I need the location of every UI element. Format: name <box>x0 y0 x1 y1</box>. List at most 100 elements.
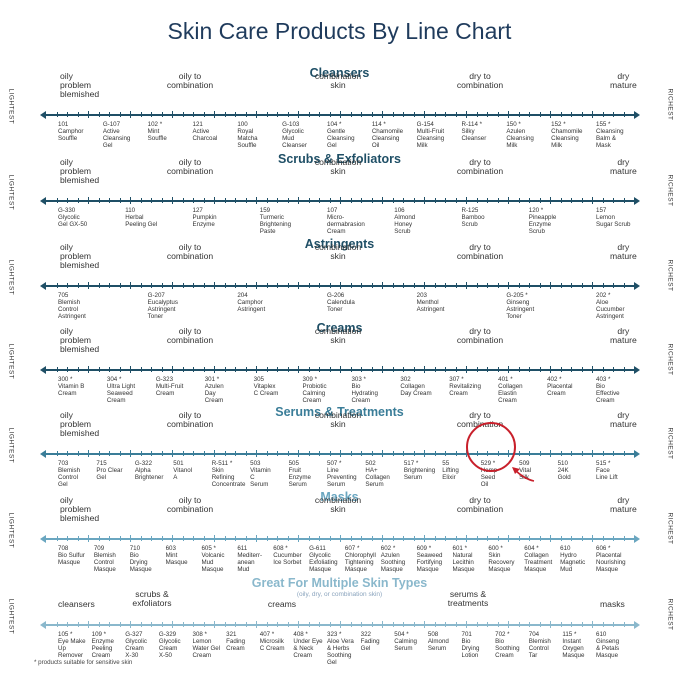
product-item: G-322 Alpha Brightener <box>134 460 164 481</box>
section-title: Creams <box>316 321 363 335</box>
skin-type-label: masks <box>600 599 625 609</box>
product-item: 403 * Bio Effective Cream <box>596 376 620 404</box>
product-item: 309 * Probiotic Calming Cream <box>302 376 327 404</box>
product-item: 115 * Instant Oxygen Masque <box>562 631 585 659</box>
section-creams: Creams oily problem blemished oily to comb… <box>0 321 679 405</box>
skin-type-label: oily problem blemished <box>60 157 100 185</box>
product-item: 608 * Cucumber Ice Sorbet <box>273 545 302 566</box>
skin-type-label: oily problem blemished <box>60 242 100 270</box>
skin-type-label: combination skin <box>314 71 362 90</box>
product-item: 609 * Seaweed Fortifying Masque <box>416 545 443 573</box>
skin-type-label: oily problem blemished <box>60 495 100 523</box>
product-item: 303 * Bio Hydrating Cream <box>351 376 378 404</box>
section-title: Cleansers <box>309 66 370 80</box>
product-item: G-611 Glycolic Exfoliating Masque <box>309 545 338 573</box>
axis-label-richest: RICHEST <box>666 427 674 460</box>
product-item: 305 Vitaplex C Cream <box>253 376 279 397</box>
product-item: 109 * Enzyme Peeling Cream <box>91 631 114 659</box>
skin-type-label: oily problem blemished <box>60 326 100 354</box>
section-subtitle: (oily, dry, or combination skin) <box>296 591 383 598</box>
axis-label-lightest: LIGHTEST <box>7 427 15 464</box>
product-item: G-206 Calendula Toner <box>327 292 355 313</box>
section-cleansers: Cleansers oily problem blemished oily to c… <box>0 66 679 150</box>
product-item: G-103 Glycolic Mud Cleanser <box>282 121 307 149</box>
skin-type-label: cleansers <box>58 599 95 609</box>
product-item: 604 * Collagen Treatment Masque <box>524 545 553 573</box>
product-item: 702 * Bio Soothing Cream <box>495 631 520 659</box>
product-item: R-125 Bamboo Scrub <box>461 207 485 228</box>
product-item: R-511 * Skin Refining Concentrate <box>211 460 246 488</box>
section-title: Scrubs & Exfoliators <box>278 152 401 166</box>
product-item: 709 Blemish Control Masque <box>93 545 116 573</box>
product-item: 401 * Collagen Elastin Cream <box>498 376 523 404</box>
product-item: 601 * Natural Lecithin Masque <box>452 545 475 573</box>
skin-type-label: dry mature <box>610 71 637 90</box>
section-scrubs-exfoliators: Scrubs & Exfoliators oily problem blemish… <box>0 152 679 236</box>
skin-type-label: combination skin <box>314 495 362 514</box>
product-item: 407 * Microsilk C Cream <box>259 631 285 652</box>
product-item: 610 Hydro Magnetic Mud <box>560 545 586 573</box>
page-title: Skin Care Products By Line Chart <box>167 18 512 44</box>
section-title: Astringents <box>304 237 375 251</box>
product-item: 610 Ginseng & Petals Masque <box>596 631 620 659</box>
axis-label-richest: RICHEST <box>666 598 674 631</box>
section-great-for-multiple-skin-types: Great For Multiple Skin Types (oily, dry,… <box>0 576 679 666</box>
skin-type-label: dry to combination <box>456 242 504 261</box>
scale-ticks <box>46 111 634 119</box>
skin-type-label: dry to combination <box>456 495 504 514</box>
product-item: 705 Blemish Control Astringent <box>58 292 86 320</box>
product-item: 611 Mediterr- anean Mud <box>237 545 263 573</box>
skin-type-label: scrubs & exfoliators <box>132 589 172 608</box>
section-title: Serums & Treatments <box>275 405 404 419</box>
axis-label-lightest: LIGHTEST <box>7 174 15 211</box>
section-title: Great For Multiple Skin Types <box>251 576 428 590</box>
product-item: G-323 Multi-Fruit Cream <box>155 376 184 397</box>
scale-ticks <box>46 535 634 543</box>
skin-type-label: dry to combination <box>456 157 504 176</box>
skin-type-label: oily problem blemished <box>60 410 100 438</box>
product-item: 408 * Under Eye & Neck Cream <box>293 631 323 659</box>
skin-type-label: oily to combination <box>166 326 214 345</box>
product-item: 517 * Brightening Serum <box>403 460 436 481</box>
skin-type-label: combination skin <box>314 157 362 176</box>
skin-type-label: oily to combination <box>166 242 214 261</box>
skin-type-label: oily problem blemished <box>60 71 100 99</box>
product-item: 308 * Lemon Water Gel Cream <box>192 631 221 659</box>
product-item: 100 Royal Matcha Souffle <box>237 121 258 149</box>
product-item: G-107 Active Cleansing Gel <box>102 121 131 149</box>
product-item: 102 * Mint Souffle <box>147 121 167 142</box>
product-item: 507 * Line Preventing Serum <box>327 460 357 488</box>
product-item: 304 * Ultra Light Seaweed Cream <box>106 376 136 404</box>
product-item: 155 * Cleansing Balm & Mask <box>596 121 624 149</box>
skin-type-label: dry to combination <box>456 326 504 345</box>
product-item: G-330 Glycolic Gel GX-50 <box>58 207 88 228</box>
product-item: 701 Bio Drying Lotion <box>461 631 480 659</box>
section-title: Masks <box>320 490 359 504</box>
product-item: G-327 Glycolic Cream X-30 <box>125 631 147 659</box>
product-item: 104 * Gentle Cleansing Gel <box>327 121 355 149</box>
highlight-arrow-icon <box>512 467 535 482</box>
product-item: 323 * Aloe Vera & Herbs Soothing Gel <box>327 631 354 666</box>
skin-type-label: oily to combination <box>166 157 214 176</box>
skin-type-label: serums & treatments <box>447 589 489 608</box>
axis-label-richest: RICHEST <box>666 174 674 207</box>
product-item: 301 * Azulen Day Cream <box>204 376 224 404</box>
skin-type-label: dry mature <box>610 410 637 429</box>
product-item: 302 Collagen Day Cream <box>400 376 432 397</box>
product-item: 510 24K Gold <box>557 460 571 481</box>
product-item: 101 Camphor Souffle <box>58 121 84 142</box>
skin-type-label: combination skin <box>314 326 362 345</box>
skin-type-label: oily to combination <box>166 410 214 429</box>
section-astringents: Astringents oily problem blemished oily to… <box>0 237 679 321</box>
product-item: 704 Blemish Control Tar <box>528 631 551 659</box>
highlight-circle <box>466 422 516 472</box>
product-item: 307 * Revitalizing Cream <box>449 376 481 397</box>
axis-label-lightest: LIGHTEST <box>7 259 15 296</box>
skin-type-label: dry to combination <box>456 71 504 90</box>
axis-label-lightest: LIGHTEST <box>7 88 15 125</box>
product-item: 55 Lifting Elixir <box>442 460 459 481</box>
axis-label-lightest: LIGHTEST <box>7 512 15 549</box>
product-item: 203 Menthol Astringent <box>416 292 445 313</box>
scale-ticks <box>46 450 634 458</box>
product-item: 114 * Chamomile Cleansing Oil <box>371 121 404 149</box>
